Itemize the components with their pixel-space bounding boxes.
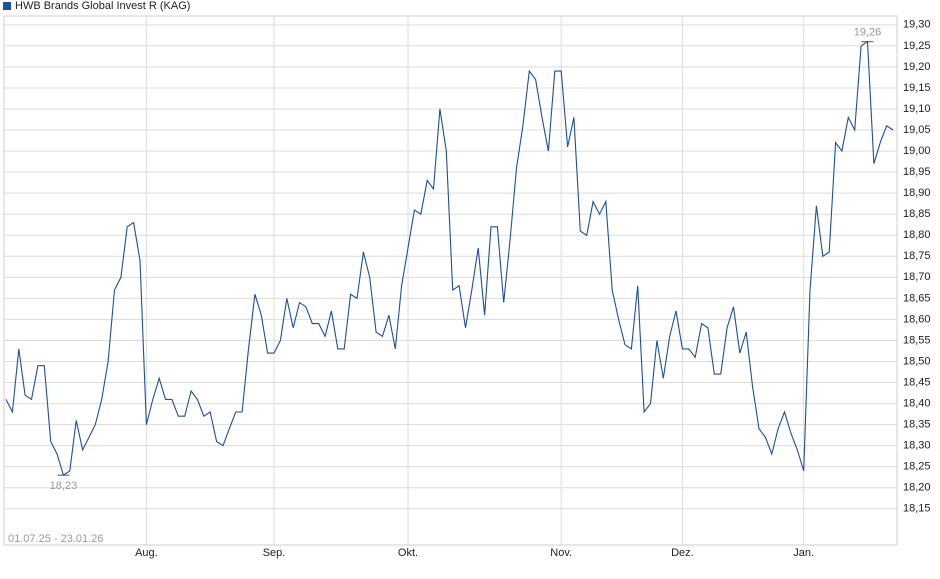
date-range: 01.07.25 - 23.01.26: [8, 533, 103, 545]
y-tick-label: 18,95: [903, 166, 931, 178]
y-tick-label: 18,75: [903, 250, 931, 262]
price-line: [5, 40, 894, 476]
plot-area: [3, 15, 898, 546]
y-tick-label: 19,20: [903, 61, 931, 73]
y-tick-label: 18,30: [903, 440, 931, 452]
legend-label: HWB Brands Global Invest R (KAG): [15, 0, 190, 12]
y-tick-label: 18,45: [903, 376, 931, 388]
legend-swatch: [3, 2, 11, 10]
y-tick-label: 18,50: [903, 355, 931, 367]
y-tick-label: 18,90: [903, 187, 931, 199]
y-tick-label: 19,30: [903, 19, 931, 31]
min-label: 18,23: [50, 480, 78, 492]
y-tick-label: 19,00: [903, 145, 931, 157]
y-tick-label: 18,85: [903, 208, 931, 220]
y-tick-label: 18,35: [903, 419, 931, 431]
x-tick-label: Okt.: [398, 547, 418, 559]
x-tick-label: Jan.: [793, 547, 814, 559]
y-tick-label: 19,25: [903, 40, 931, 52]
y-tick-label: 18,70: [903, 271, 931, 283]
x-tick-label: Nov.: [550, 547, 572, 559]
y-tick-label: 18,60: [903, 313, 931, 325]
y-tick-label: 18,65: [903, 292, 931, 304]
y-tick-label: 19,15: [903, 82, 931, 94]
y-tick-label: 18,25: [903, 461, 931, 473]
x-tick-label: Sep.: [263, 547, 286, 559]
y-tick-label: 18,80: [903, 229, 931, 241]
x-tick-label: Aug.: [135, 547, 158, 559]
y-tick-label: 18,15: [903, 503, 931, 515]
y-tick-label: 18,40: [903, 398, 931, 410]
max-label: 19,26: [854, 27, 882, 39]
x-tick-label: Dez.: [671, 547, 694, 559]
y-tick-label: 19,10: [903, 103, 931, 115]
y-tick-label: 18,20: [903, 482, 931, 494]
y-tick-label: 19,05: [903, 124, 931, 136]
y-tick-label: 18,55: [903, 334, 931, 346]
